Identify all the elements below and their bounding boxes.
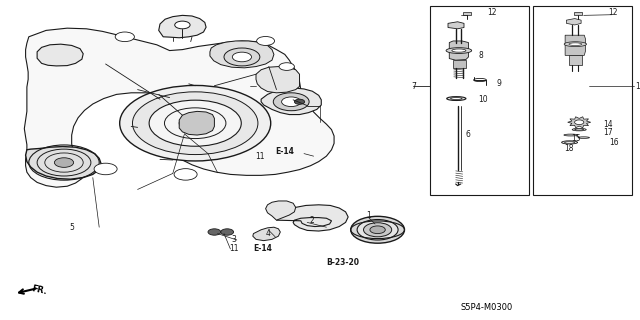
Text: 5: 5: [69, 223, 74, 232]
Circle shape: [224, 48, 260, 66]
Text: 12: 12: [488, 8, 497, 17]
Text: 6: 6: [465, 130, 470, 139]
Circle shape: [364, 223, 392, 237]
Circle shape: [208, 229, 221, 235]
Ellipse shape: [447, 97, 466, 100]
Bar: [533, 6, 632, 195]
Polygon shape: [253, 227, 280, 241]
Polygon shape: [26, 147, 101, 179]
Circle shape: [282, 97, 301, 107]
Polygon shape: [159, 15, 206, 38]
Circle shape: [94, 163, 117, 175]
Bar: [463, 12, 471, 15]
Ellipse shape: [569, 43, 582, 45]
Circle shape: [174, 169, 197, 180]
Polygon shape: [565, 35, 586, 55]
Text: 8: 8: [478, 52, 483, 60]
Text: 15: 15: [571, 134, 580, 143]
Polygon shape: [568, 117, 591, 128]
Polygon shape: [448, 22, 464, 29]
Text: E-14: E-14: [275, 148, 294, 156]
Text: 3: 3: [232, 235, 237, 244]
Polygon shape: [37, 44, 83, 66]
Text: 4: 4: [266, 229, 271, 238]
Polygon shape: [276, 205, 348, 231]
Text: FR.: FR.: [31, 284, 48, 297]
Polygon shape: [566, 19, 581, 25]
Polygon shape: [179, 111, 214, 135]
Text: 11: 11: [255, 152, 264, 161]
Circle shape: [294, 99, 305, 104]
Ellipse shape: [564, 42, 587, 46]
Text: S5P4-M0300: S5P4-M0300: [460, 303, 513, 312]
Text: 13: 13: [636, 82, 640, 91]
Text: 1: 1: [366, 211, 371, 220]
Text: 9: 9: [497, 79, 502, 88]
Ellipse shape: [562, 141, 578, 144]
Text: 10: 10: [478, 95, 488, 104]
Text: B-23-20: B-23-20: [326, 258, 360, 267]
Text: 12: 12: [608, 8, 618, 17]
Circle shape: [132, 92, 258, 155]
Ellipse shape: [564, 134, 578, 136]
Polygon shape: [210, 41, 274, 68]
Text: 7: 7: [412, 82, 417, 91]
Circle shape: [115, 32, 134, 42]
Circle shape: [257, 36, 275, 45]
Bar: [430, 6, 529, 195]
Circle shape: [149, 100, 241, 146]
Polygon shape: [266, 201, 296, 220]
Polygon shape: [453, 60, 466, 68]
Circle shape: [179, 115, 211, 131]
Polygon shape: [449, 41, 468, 60]
Ellipse shape: [564, 141, 575, 143]
Text: 17: 17: [603, 128, 612, 137]
Circle shape: [351, 216, 404, 243]
Ellipse shape: [575, 129, 584, 130]
Circle shape: [370, 226, 385, 234]
Circle shape: [120, 85, 271, 161]
Polygon shape: [569, 55, 582, 65]
Ellipse shape: [578, 137, 589, 138]
Polygon shape: [261, 88, 321, 115]
Polygon shape: [24, 28, 334, 187]
Text: 18: 18: [564, 144, 574, 153]
Bar: [574, 12, 582, 15]
Circle shape: [175, 21, 190, 29]
Ellipse shape: [452, 49, 466, 52]
Ellipse shape: [446, 48, 472, 53]
Text: 14: 14: [603, 120, 612, 129]
Circle shape: [54, 158, 74, 167]
Circle shape: [273, 93, 309, 111]
Ellipse shape: [451, 98, 462, 100]
Text: 11: 11: [229, 244, 239, 253]
Circle shape: [221, 229, 234, 235]
Text: E-14: E-14: [253, 244, 271, 253]
Circle shape: [279, 63, 294, 70]
Circle shape: [232, 52, 252, 62]
Text: 16: 16: [609, 138, 619, 147]
Polygon shape: [256, 67, 300, 93]
Circle shape: [575, 120, 584, 124]
Text: 2: 2: [309, 216, 314, 225]
Circle shape: [357, 220, 398, 240]
Ellipse shape: [572, 128, 586, 131]
